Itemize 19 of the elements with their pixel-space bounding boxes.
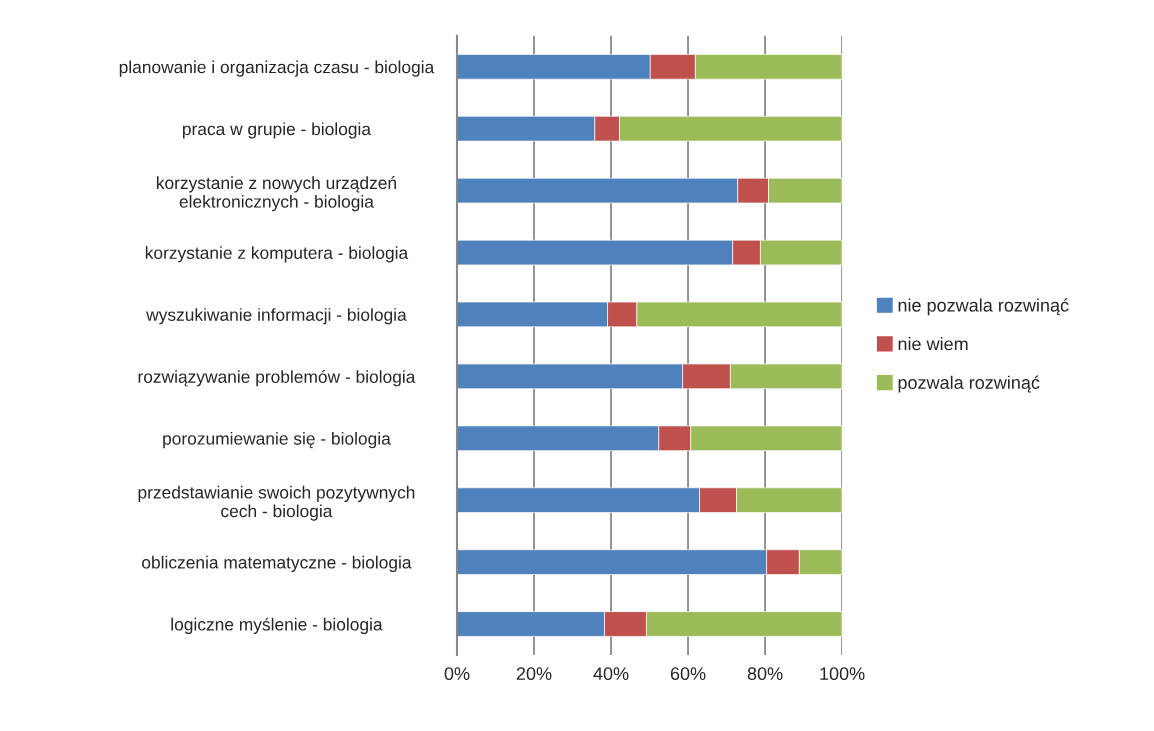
y-tick-label: logiczne myślenie - biologia xyxy=(171,617,383,635)
y-tick-label: wyszukiwanie informacji - biologia xyxy=(146,308,407,325)
y-tick-label: obliczenia matematyczne - biologia xyxy=(142,555,412,572)
legend-label: nie pozwala rozwinąć xyxy=(898,298,1069,316)
y-tick-label: porozumiewanie się - biologia xyxy=(163,431,391,449)
y-tick-label: rozwiązywanie problemów - biologia xyxy=(138,369,416,387)
x-tick-label: 40% xyxy=(593,667,629,681)
legend-label: pozwala rozwinąć xyxy=(898,375,1040,393)
y-tick-label: korzystanie z komputera - biologia xyxy=(145,246,409,263)
y-tick-label: praca w grupie - biologia xyxy=(182,122,372,139)
x-tick-label: 60% xyxy=(670,667,706,681)
y-tick-label: planowanie i organizacja czasu - biologia xyxy=(119,60,435,77)
legend-label: nie wiem xyxy=(898,337,968,351)
y-tick-label: korzystanie z nowych urządzeń elektronicznych - biologia xyxy=(156,176,396,212)
y-tick-label: przedstawianie swoich pozytywnych cech - biologia xyxy=(138,485,415,521)
x-tick-label: 20% xyxy=(516,667,552,681)
x-tick-label: 100% xyxy=(820,667,865,681)
x-tick-label: 80% xyxy=(747,667,783,681)
x-tick-label: 0% xyxy=(444,667,470,681)
